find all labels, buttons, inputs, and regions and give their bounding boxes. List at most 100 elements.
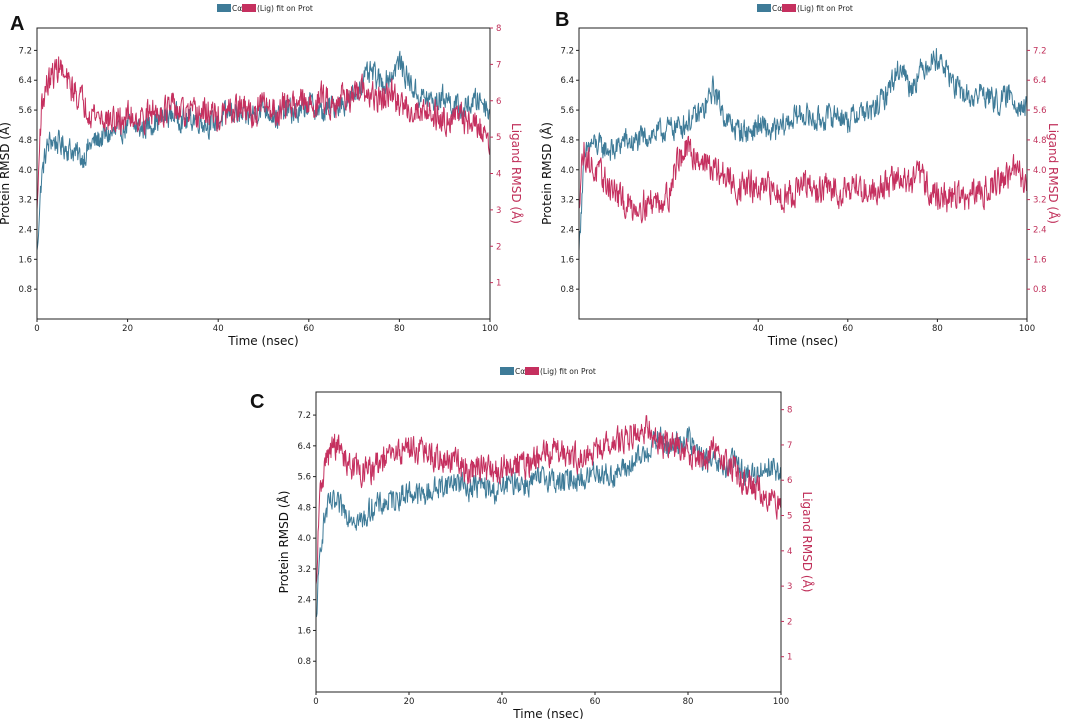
y-right-tick-label: 7 (496, 60, 501, 70)
y-left-tick-label: 7.2 (297, 411, 311, 421)
ligand-rmsd-line (315, 415, 782, 585)
x-tick-label: 100 (1019, 324, 1035, 334)
y-right-tick-label: 8 (787, 406, 792, 416)
x-tick-label: 60 (590, 697, 601, 707)
y-right-tick-label: 8 (496, 24, 501, 34)
y-right-tick-label: 7 (787, 441, 792, 451)
y-left-tick-label: 5.6 (18, 106, 32, 116)
panel-letter: A (10, 13, 24, 35)
y-left-tick-label: 7.2 (18, 46, 32, 56)
y-left-tick-label: 2.4 (560, 225, 574, 235)
x-tick-label: 100 (482, 324, 498, 334)
legend-label-protein: Cα (772, 4, 782, 13)
y-right-tick-label: 0.8 (1033, 285, 1047, 295)
x-tick-label: 80 (932, 324, 943, 334)
x-tick-label: 60 (303, 324, 314, 334)
y-right-tick-label: 4 (787, 547, 792, 557)
legend-swatch-protein (500, 367, 514, 375)
y-right-tick-label: 2 (787, 617, 792, 627)
y-right-tick-label: 3.2 (1033, 196, 1047, 206)
y-left-axis-label: Protein RMSD (Å) (539, 122, 554, 225)
y-left-tick-label: 3.2 (297, 565, 311, 575)
y-right-tick-label: 5 (496, 133, 501, 143)
x-tick-label: 40 (497, 697, 508, 707)
legend: Cα (Lig) fit on Prot (757, 4, 853, 13)
y-left-axis-label: Protein RMSD (Å) (0, 122, 12, 225)
x-tick-label: 0 (34, 324, 39, 334)
legend: Cα (Lig) fit on Prot (217, 4, 313, 13)
legend-swatch-ligand (242, 4, 256, 12)
y-right-tick-label: 2 (496, 242, 501, 252)
ligand-rmsd-line (578, 135, 1028, 224)
legend-label-protein: Cα (232, 4, 242, 13)
y-right-axis-label: Ligand RMSD (Å) (800, 492, 815, 593)
y-right-tick-label: 6.4 (1033, 76, 1047, 86)
y-left-tick-label: 4.8 (560, 136, 574, 146)
y-right-tick-label: 1 (496, 279, 501, 289)
y-left-tick-label: 4.8 (18, 136, 32, 146)
y-right-tick-label: 4 (496, 170, 501, 180)
x-tick-label: 20 (122, 324, 133, 334)
y-right-tick-label: 2.4 (1033, 225, 1047, 235)
x-tick-label: 80 (683, 697, 694, 707)
y-left-tick-label: 3.2 (18, 196, 32, 206)
y-right-tick-label: 5 (787, 512, 792, 522)
x-axis-label: Time (nsec) (512, 707, 583, 719)
y-right-tick-label: 6 (496, 97, 501, 107)
y-right-axis-label: Ligand RMSD (Å) (509, 123, 524, 224)
legend-label-ligand: (Lig) fit on Prot (540, 367, 596, 376)
y-left-tick-label: 4.0 (18, 166, 32, 176)
y-left-tick-label: 0.8 (560, 285, 574, 295)
x-tick-label: 20 (404, 697, 415, 707)
legend-swatch-protein (757, 4, 771, 12)
legend: Cα (Lig) fit on Prot (500, 367, 596, 376)
y-left-tick-label: 6.4 (297, 442, 311, 452)
y-left-tick-label: 5.6 (560, 106, 574, 116)
y-left-tick-label: 1.6 (297, 626, 311, 636)
x-tick-label: 100 (773, 697, 789, 707)
y-right-tick-label: 7.2 (1033, 46, 1047, 56)
y-left-tick-label: 6.4 (560, 76, 574, 86)
y-left-tick-label: 4.0 (297, 534, 311, 544)
y-right-tick-label: 1.6 (1033, 255, 1047, 265)
y-left-tick-label: 0.8 (18, 285, 32, 295)
y-left-axis-label: Protein RMSD (Å) (276, 491, 291, 594)
legend-label-protein: Cα (515, 367, 525, 376)
y-left-tick-label: 5.6 (297, 473, 311, 483)
y-left-tick-label: 2.4 (18, 225, 32, 235)
y-left-tick-label: 6.4 (18, 76, 32, 86)
plot-frame (315, 391, 782, 693)
x-axis-label: Time (nsec) (227, 334, 298, 348)
y-right-tick-label: 3 (496, 206, 501, 216)
y-left-tick-label: 1.6 (560, 255, 574, 265)
legend-label-ligand: (Lig) fit on Prot (257, 4, 313, 13)
panel-c: C Cα (Lig) fit on Prot 0 20 40 60 80 100 0.8 1.6 2.… (250, 367, 815, 719)
panel-a: A Cα (Lig) fit on Prot 0 20 40 60 80 100 0.8 1.6 2.… (0, 4, 524, 348)
legend-swatch-ligand (525, 367, 539, 375)
y-right-tick-label: 3 (787, 582, 792, 592)
y-left-tick-label: 7.2 (560, 46, 574, 56)
protein-rmsd-line (578, 48, 1028, 252)
y-left-tick-label: 3.2 (560, 196, 574, 206)
x-tick-label: 0 (313, 697, 318, 707)
y-left-tick-label: 1.6 (18, 255, 32, 265)
panel-letter: B (555, 9, 569, 31)
legend-label-ligand: (Lig) fit on Prot (797, 4, 853, 13)
y-left-tick-label: 4.8 (297, 503, 311, 513)
y-right-tick-label: 5.6 (1033, 106, 1047, 116)
x-tick-label: 80 (394, 324, 405, 334)
y-right-tick-label: 1 (787, 653, 792, 663)
panel-letter: C (250, 391, 264, 413)
y-right-tick-label: 4.0 (1033, 166, 1047, 176)
x-tick-label: 60 (842, 324, 853, 334)
ligand-rmsd-line (36, 56, 491, 210)
y-left-tick-label: 0.8 (297, 657, 311, 667)
plot-frame (578, 27, 1028, 320)
y-right-tick-label: 4.8 (1033, 136, 1047, 146)
x-tick-label: 40 (753, 324, 764, 334)
legend-swatch-ligand (782, 4, 796, 12)
x-axis-label: Time (nsec) (767, 334, 838, 348)
legend-swatch-protein (217, 4, 231, 12)
x-tick-label: 40 (213, 324, 224, 334)
